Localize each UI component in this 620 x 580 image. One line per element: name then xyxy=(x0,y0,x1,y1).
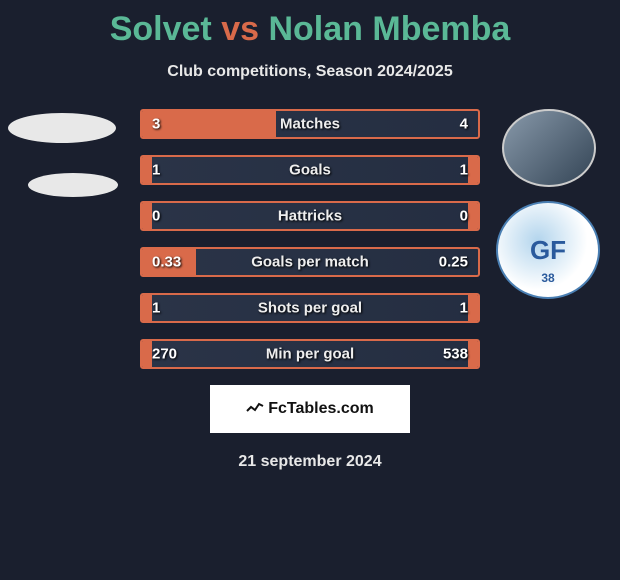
player2-photos: GF 38 xyxy=(496,109,600,299)
player2-club-badge: GF 38 xyxy=(496,201,600,299)
stat-value-left: 0.33 xyxy=(152,254,181,271)
stat-label: Hattricks xyxy=(278,208,342,225)
player2-photo xyxy=(502,109,596,187)
main-content: GF 38 Matches 3 4 Goals 1 1 Hattricks 0 0 Goals p… xyxy=(0,109,620,369)
player1-club-placeholder xyxy=(28,173,118,197)
stat-bar-left xyxy=(142,203,152,229)
subtitle: Club competitions, Season 2024/2025 xyxy=(0,63,620,81)
date: 21 september 2024 xyxy=(0,453,620,471)
stat-value-right: 0.25 xyxy=(439,254,468,271)
chart-icon xyxy=(246,401,264,418)
stat-value-right: 1 xyxy=(460,162,468,179)
vs-label: vs xyxy=(221,10,259,48)
stat-bar-right xyxy=(468,157,478,183)
stat-row: Min per goal 270 538 xyxy=(140,339,480,369)
stat-row: Shots per goal 1 1 xyxy=(140,293,480,323)
player1-photos xyxy=(8,109,118,197)
stat-value-right: 538 xyxy=(443,346,468,363)
stat-label: Shots per goal xyxy=(258,300,362,317)
comparison-title: Solvet vs Nolan Mbemba xyxy=(0,0,620,49)
stat-row: Hattricks 0 0 xyxy=(140,201,480,231)
stat-bar-left xyxy=(142,157,152,183)
stat-value-left: 1 xyxy=(152,300,160,317)
stat-row: Matches 3 4 xyxy=(140,109,480,139)
stat-value-right: 4 xyxy=(460,116,468,133)
stat-bar-left xyxy=(142,341,152,367)
stat-label: Min per goal xyxy=(266,346,354,363)
club-number: 38 xyxy=(541,271,554,285)
player1-name: Solvet xyxy=(110,10,212,48)
stat-bar-right xyxy=(468,295,478,321)
stat-row: Goals per match 0.33 0.25 xyxy=(140,247,480,277)
stat-label: Goals xyxy=(289,162,331,179)
stat-label: Matches xyxy=(280,116,340,133)
stat-value-left: 270 xyxy=(152,346,177,363)
stat-bars: Matches 3 4 Goals 1 1 Hattricks 0 0 Goals per mat… xyxy=(140,109,480,369)
stat-bar-right xyxy=(468,203,478,229)
source-badge: FcTables.com xyxy=(210,385,410,433)
stat-value-left: 3 xyxy=(152,116,160,133)
stat-value-right: 1 xyxy=(460,300,468,317)
stat-bar-right xyxy=(468,341,478,367)
stat-value-right: 0 xyxy=(460,208,468,225)
player2-name: Nolan Mbemba xyxy=(268,10,510,48)
stat-bar-left xyxy=(142,111,276,137)
source-text: FcTables.com xyxy=(268,400,374,418)
stat-value-left: 1 xyxy=(152,162,160,179)
player1-photo-placeholder xyxy=(8,113,116,143)
stat-value-left: 0 xyxy=(152,208,160,225)
stat-row: Goals 1 1 xyxy=(140,155,480,185)
club-initials: GF xyxy=(530,235,566,266)
stat-label: Goals per match xyxy=(251,254,369,271)
stat-bar-left xyxy=(142,295,152,321)
